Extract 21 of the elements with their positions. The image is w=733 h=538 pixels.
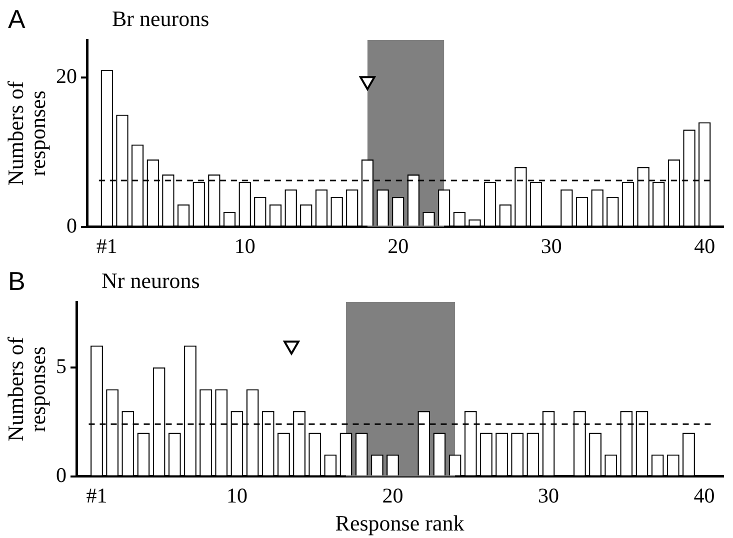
x-axis-title: Response rank xyxy=(335,510,464,536)
y-tick-label: 0 xyxy=(66,213,77,238)
y-tick-label: 5 xyxy=(56,354,66,378)
y-axis-title: Numbers of responses xyxy=(2,80,50,186)
chart-subtitle: Nr neurons xyxy=(102,268,200,293)
chart-subtitle: Br neurons xyxy=(112,6,210,31)
x-tick-label: 10 xyxy=(226,484,248,508)
x-tick-label: 20 xyxy=(382,484,404,508)
y-axis-title: Numbers of responses xyxy=(2,336,50,442)
x-tick-label: 20 xyxy=(388,234,409,258)
x-tick-label: 40 xyxy=(694,234,716,258)
x-tick-label: #1 xyxy=(86,484,108,508)
x-tick-label: 30 xyxy=(538,484,560,508)
chart-title: B xyxy=(8,266,26,296)
chart-title: A xyxy=(8,4,26,34)
x-tick-label: #1 xyxy=(96,234,118,258)
y-tick-label: 20 xyxy=(56,64,77,88)
y-tick-label: 0 xyxy=(56,462,66,487)
x-tick-label: 10 xyxy=(234,234,256,258)
x-tick-label: 40 xyxy=(694,484,715,508)
x-tick-label: 30 xyxy=(540,234,562,258)
